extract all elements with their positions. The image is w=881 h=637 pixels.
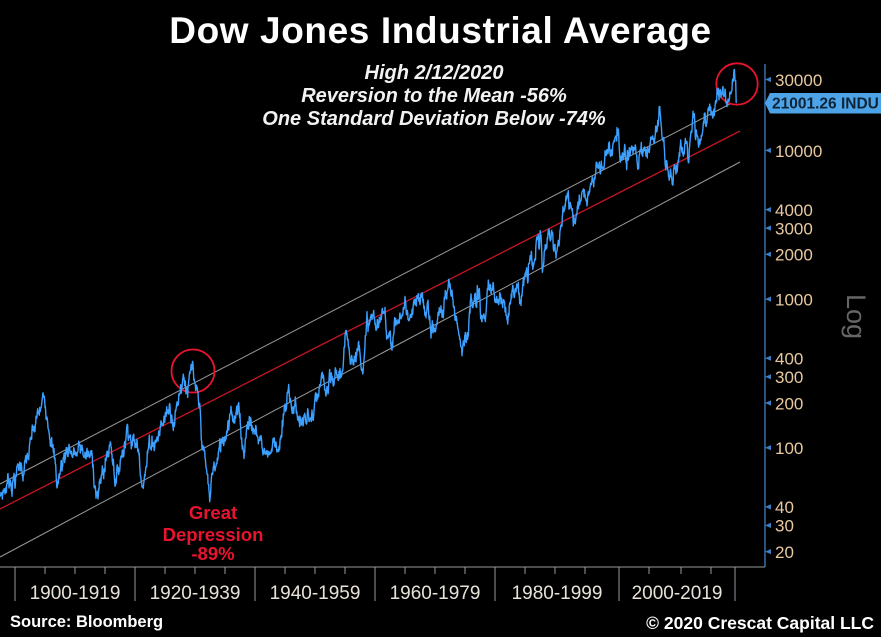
svg-text:400: 400: [775, 350, 803, 369]
svg-text:2000: 2000: [775, 246, 813, 265]
svg-text:20: 20: [775, 543, 794, 562]
svg-text:Great: Great: [189, 502, 237, 523]
svg-text:1960-1979: 1960-1979: [390, 583, 481, 604]
svg-text:30000: 30000: [775, 71, 822, 90]
svg-text:1940-1959: 1940-1959: [270, 583, 361, 604]
svg-text:Depression: Depression: [163, 524, 264, 545]
svg-text:1900-1919: 1900-1919: [30, 583, 121, 604]
svg-text:-89%: -89%: [191, 543, 234, 564]
svg-text:40: 40: [775, 498, 794, 517]
svg-text:1920-1939: 1920-1939: [150, 583, 241, 604]
svg-text:30: 30: [775, 517, 794, 536]
svg-text:300: 300: [775, 368, 803, 387]
svg-text:Log: Log: [841, 294, 871, 339]
svg-text:4000: 4000: [775, 201, 813, 220]
svg-text:21001.26 INDU: 21001.26 INDU: [772, 96, 879, 113]
svg-text:10000: 10000: [775, 142, 822, 161]
svg-text:2000-2019: 2000-2019: [632, 583, 723, 604]
svg-text:3000: 3000: [775, 220, 813, 239]
svg-text:1000: 1000: [775, 291, 813, 310]
svg-text:200: 200: [775, 395, 803, 414]
svg-text:1980-1999: 1980-1999: [512, 583, 603, 604]
svg-text:100: 100: [775, 439, 803, 458]
